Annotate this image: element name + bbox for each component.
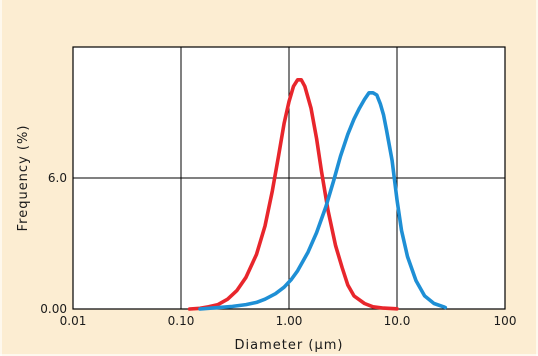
y-tick-label: 6.0 — [48, 171, 67, 185]
series-blue-line — [198, 91, 448, 311]
x-tick-label: 100 — [494, 314, 517, 328]
x-tick-label: 1.00 — [276, 314, 303, 328]
y-tick-label: 0.00 — [40, 302, 67, 316]
series-layer — [187, 78, 448, 311]
x-tick-label: 0.01 — [60, 314, 87, 328]
x-tick-labels: 0.01 0.10 1.00 10.0 100 — [60, 314, 517, 328]
x-axis-title: Diameter (µm) — [235, 338, 344, 353]
series-red-line — [187, 78, 399, 311]
y-tick-labels: 0.00 6.0 — [40, 171, 67, 316]
y-axis-title: Frequency (%) — [16, 125, 31, 232]
grid-lines — [73, 47, 505, 309]
x-tick-label: 10.0 — [384, 314, 411, 328]
x-tick-label: 0.10 — [168, 314, 195, 328]
